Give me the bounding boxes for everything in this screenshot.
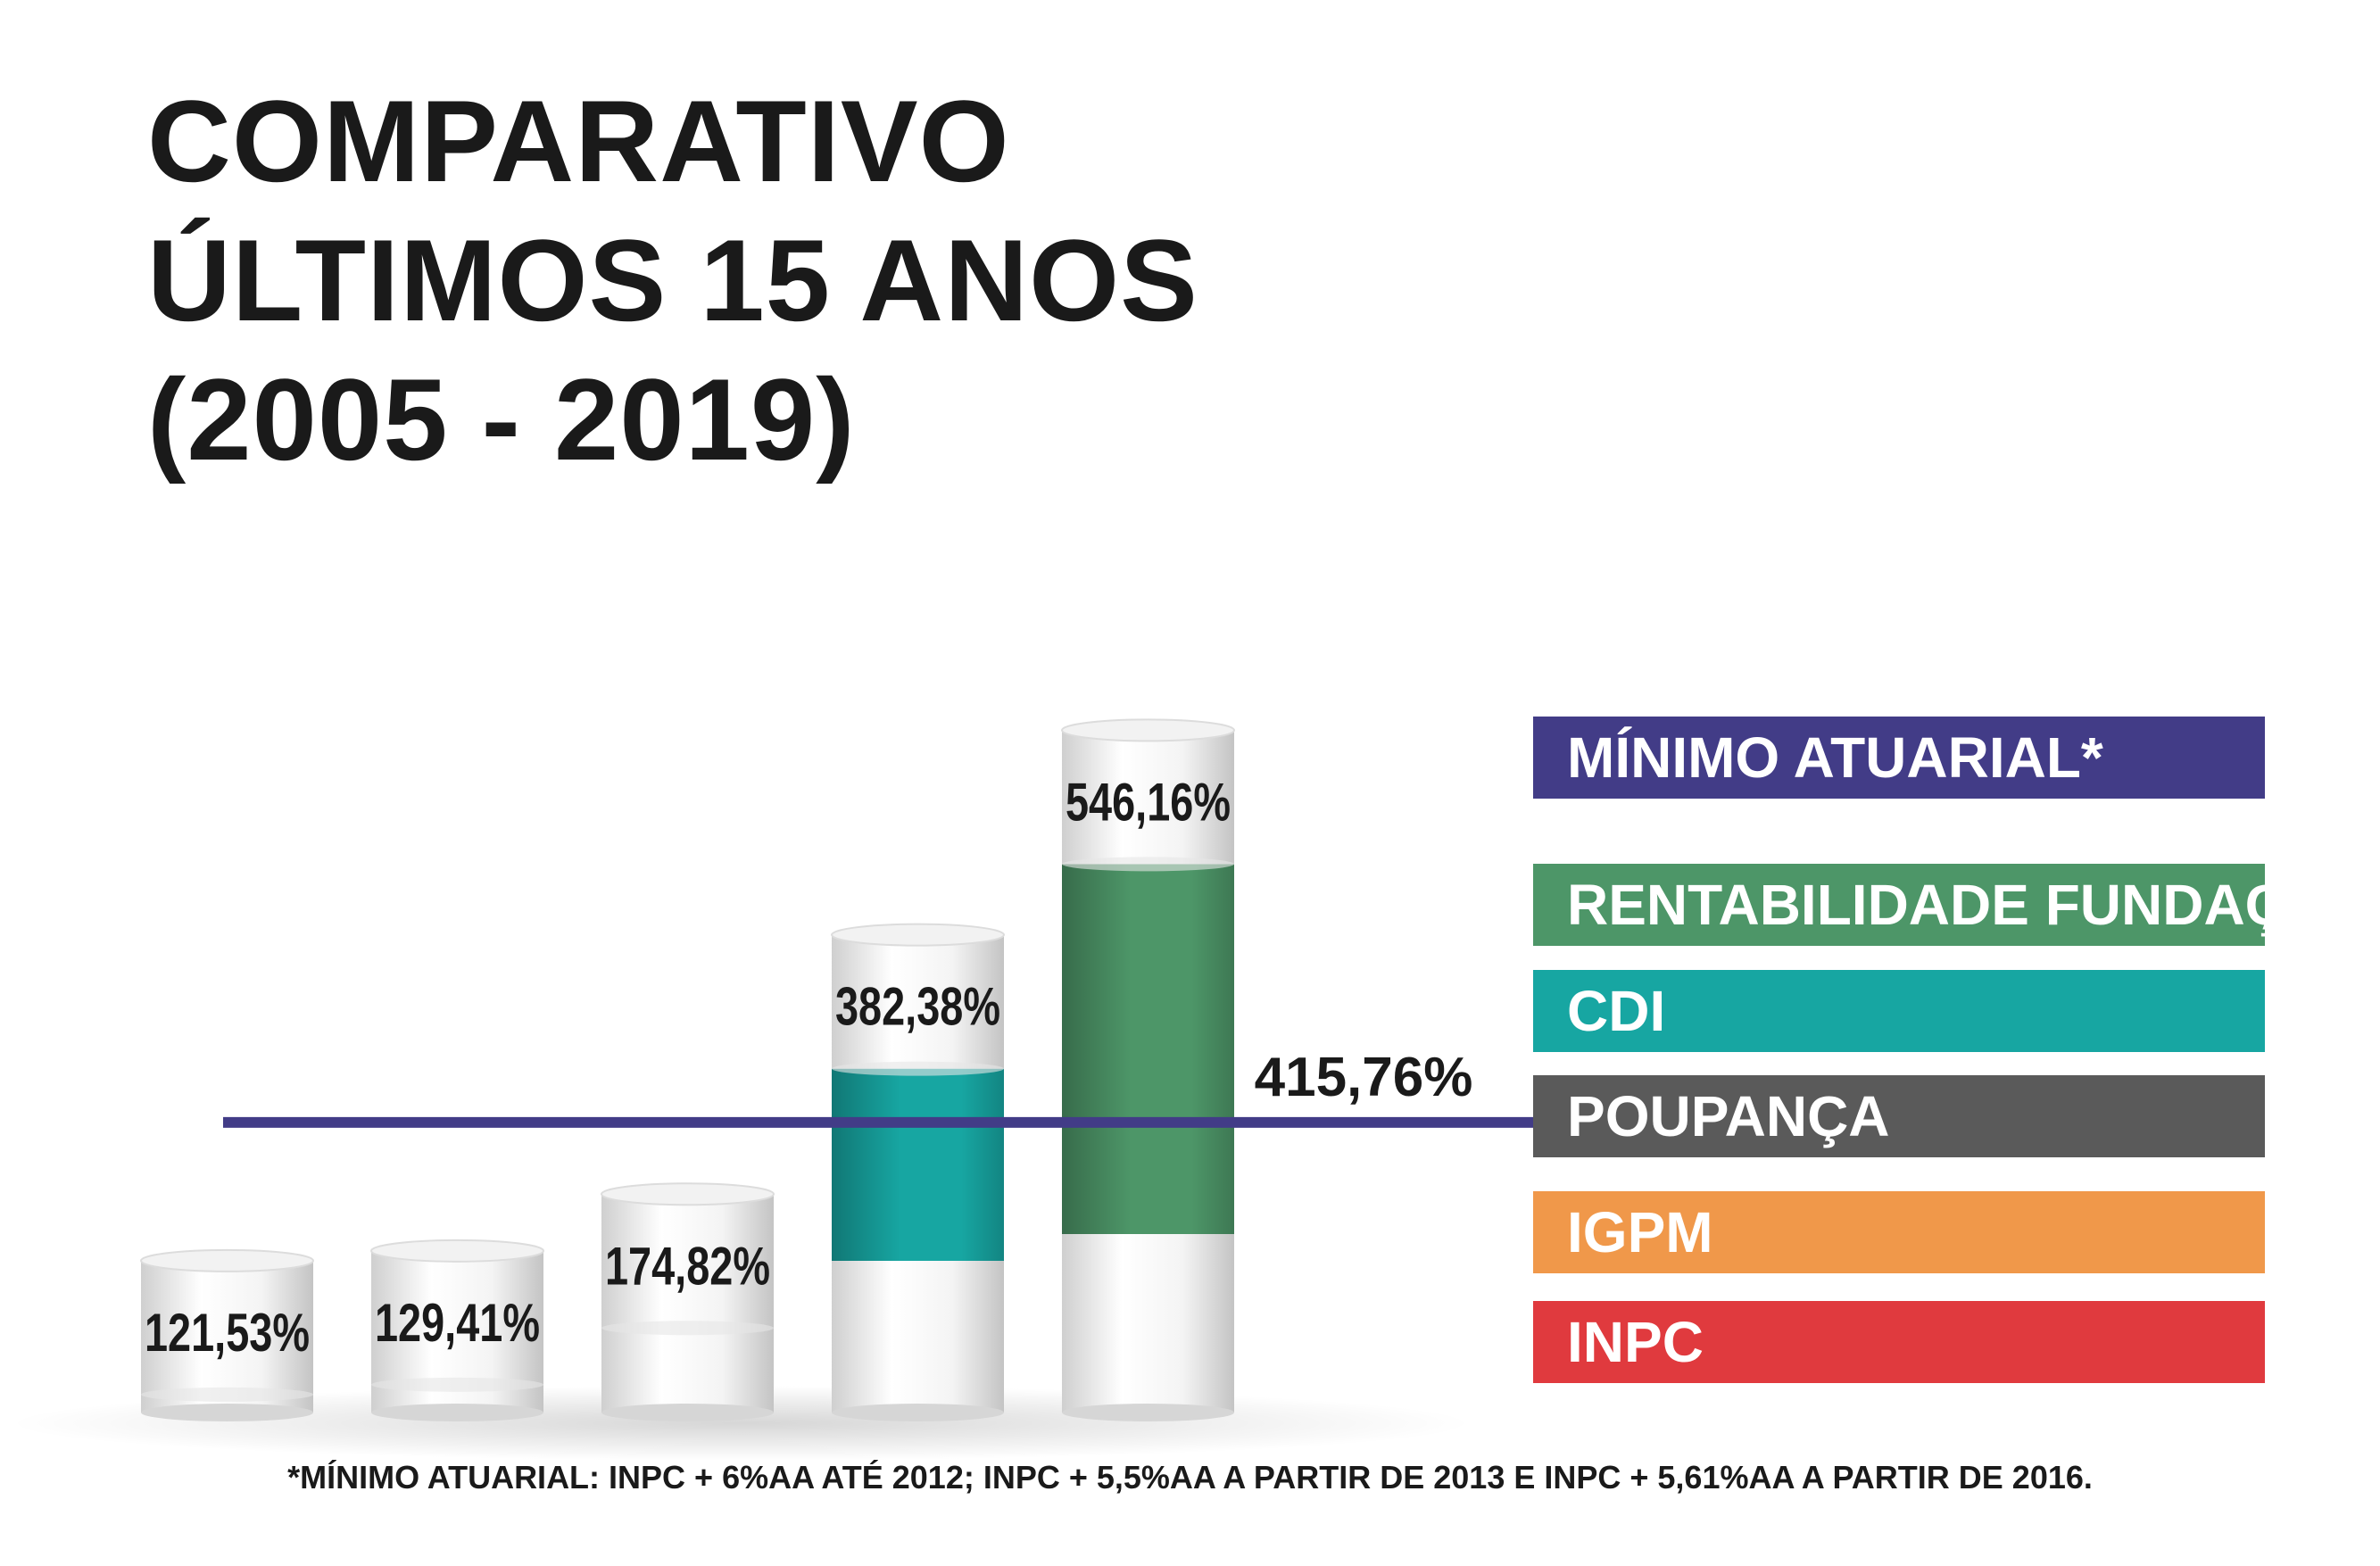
bar-cap — [141, 1260, 313, 1395]
bar-igpm: 129,41% — [370, 1239, 544, 1421]
bar-value-label: 382,38% — [835, 977, 1000, 1037]
legend-label: MÍNIMO ATUARIAL* — [1567, 725, 2103, 790]
bar-cap — [601, 1194, 774, 1329]
bar-value-label: 129,41% — [375, 1293, 540, 1353]
bar-cap — [371, 1250, 543, 1385]
bar-base-rim — [832, 1404, 1004, 1421]
bar-cap-rim — [1062, 857, 1234, 872]
footnote: *MÍNIMO ATUARIAL: INPC + 6%AA ATÉ 2012; … — [287, 1459, 2093, 1496]
legend-item-rentabilidade-fundacao: RENTABILIDADE FUNDAÇÃO — [1533, 864, 2265, 946]
bar-cap-top — [601, 1182, 775, 1206]
bar-base — [832, 1261, 1004, 1413]
bar-value-label: 174,82% — [605, 1236, 770, 1296]
bar-cap-rim — [832, 1061, 1004, 1076]
bar-fill-shade — [832, 1068, 1004, 1261]
bar-cap-rim — [601, 1321, 774, 1336]
bar-base — [1062, 1234, 1234, 1413]
bar-value-label: 546,16% — [1066, 772, 1231, 832]
reference-line-group: 415,76% — [223, 1047, 1535, 1128]
bar-cap — [1062, 730, 1234, 865]
legend-label: POUPANÇA — [1567, 1084, 1890, 1148]
bar-cap-top — [140, 1248, 314, 1272]
reference-line-value: 415,76% — [1255, 1047, 1473, 1108]
legend-item-cdi: CDI — [1533, 970, 2265, 1052]
bar-base-rim — [1062, 1404, 1234, 1421]
title-line-2: ÚLTIMOS 15 ANOS — [147, 215, 1198, 345]
bar-fill-shade — [1062, 864, 1234, 1234]
bar-cap-top — [370, 1239, 544, 1263]
bar-cdi: 382,38% — [831, 923, 1005, 1421]
legend-item-igpm: IGPM — [1533, 1191, 2265, 1273]
bar-cap — [832, 934, 1004, 1069]
title-line-3: (2005 - 2019) — [147, 354, 856, 485]
legend-label: CDI — [1567, 979, 1666, 1043]
title-line-1: COMPARATIVO — [147, 76, 1010, 206]
bar-cap-top — [1061, 718, 1235, 742]
bar-base-rim — [141, 1404, 313, 1421]
bar-value-label: 121,53% — [145, 1303, 310, 1363]
legend-item-inpc: INPC — [1533, 1301, 2265, 1383]
bar-cap-top — [831, 923, 1005, 947]
chart-title: COMPARATIVO ÚLTIMOS 15 ANOS (2005 - 2019… — [147, 71, 1198, 489]
bar-base-rim — [371, 1404, 543, 1421]
legend-label: INPC — [1567, 1310, 1704, 1374]
bar-inpc: 121,53% — [140, 1248, 314, 1421]
bars-group: 121,53% 129,41% 174,82% 382,38% 546,16% — [140, 718, 1235, 1421]
legend-item-poupanca: POUPANÇA — [1533, 1075, 2265, 1157]
bar-poupanca: 174,82% — [601, 1182, 775, 1421]
legend-label: IGPM — [1567, 1200, 1713, 1264]
bar-base-rim — [601, 1404, 774, 1421]
bar-cap-rim — [371, 1377, 543, 1392]
bar-rentabilidade-fundacao: 546,16% — [1061, 718, 1235, 1421]
legend-label: RENTABILIDADE FUNDAÇÃO — [1567, 873, 2265, 937]
bar-cap-rim — [141, 1387, 313, 1402]
legend-item-minimo-atuarial: MÍNIMO ATUARIAL* — [1533, 717, 2265, 799]
